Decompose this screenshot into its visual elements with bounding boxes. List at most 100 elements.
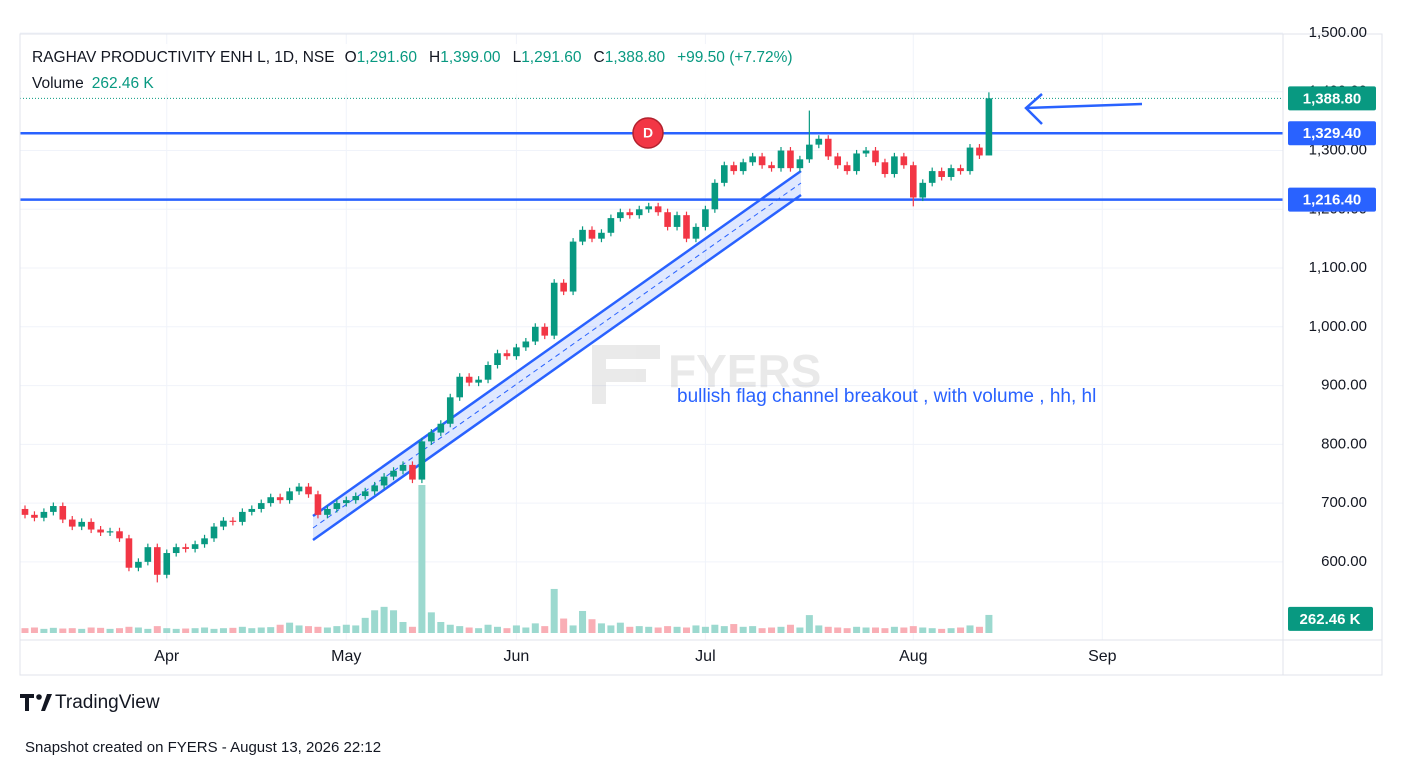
candle-body — [815, 138, 823, 145]
volume-bar — [68, 628, 76, 633]
candle-body — [295, 486, 303, 492]
candle-body — [919, 182, 927, 198]
volume-bar — [701, 626, 709, 633]
candle-body — [324, 508, 331, 515]
volume-bar — [361, 617, 369, 633]
volume-bar — [635, 626, 643, 633]
volume-bar — [427, 612, 435, 633]
volume-bar — [446, 624, 454, 633]
volume-bar — [673, 626, 681, 633]
volume-bar — [522, 627, 530, 633]
candle-body — [125, 538, 133, 568]
volume-bar — [692, 625, 700, 633]
volume-bar — [796, 627, 804, 633]
volume-bar — [872, 627, 879, 633]
candle-body — [465, 376, 473, 383]
volume-bar — [541, 626, 549, 633]
volume-bar — [87, 627, 95, 633]
x-tick-label: Aug — [899, 648, 927, 665]
candle-body — [172, 547, 180, 554]
candle-body — [910, 165, 917, 198]
ohlc-value: 1,399.00 — [440, 49, 501, 66]
candle-body — [418, 441, 426, 480]
volume-label: 262.46 K — [1300, 611, 1361, 628]
volume-bar — [550, 588, 558, 633]
y-tick-label: 1,300.00 — [1309, 141, 1367, 158]
candle-body — [163, 553, 171, 575]
volume-bar — [342, 624, 350, 633]
candle-body — [777, 150, 785, 169]
volume-bar — [805, 615, 813, 633]
candle-body — [144, 547, 152, 562]
candle-body — [824, 138, 832, 157]
volume-bar — [286, 622, 294, 633]
tv-logo-dot — [36, 694, 42, 700]
volume-bar — [928, 628, 936, 633]
candle-body — [768, 165, 775, 169]
candle-body — [796, 159, 804, 169]
candle-body — [881, 162, 889, 175]
candle-body — [68, 519, 76, 527]
candle-body — [437, 423, 445, 433]
volume-bar — [267, 627, 275, 633]
price-label: 1,388.80 — [1303, 90, 1361, 107]
candle-body — [154, 547, 161, 575]
candle-body — [116, 531, 123, 539]
channel-mid — [312, 182, 802, 529]
candle-body — [399, 464, 407, 471]
volume-bar — [512, 625, 520, 633]
volume-bar — [739, 626, 747, 633]
price-label-bg — [1288, 86, 1376, 111]
volume-bar — [219, 628, 227, 633]
volume-bar — [106, 628, 114, 633]
candle-body — [598, 232, 605, 239]
candle-body — [446, 397, 454, 424]
volume-bar — [730, 624, 738, 633]
tv-logo — [20, 694, 52, 711]
volume-bar — [323, 627, 331, 633]
candle-body — [617, 212, 624, 219]
event-circle — [632, 117, 664, 149]
footer-brand: TradingView — [55, 692, 160, 713]
volume-bar — [834, 627, 842, 633]
volume-bar — [664, 626, 672, 633]
candle-body — [588, 229, 596, 239]
volume-bar — [597, 623, 605, 633]
volume-bar — [456, 626, 464, 633]
volume-bar — [900, 627, 908, 633]
x-tick-label: Apr — [154, 648, 180, 665]
candle-body — [749, 156, 756, 163]
candle-body — [371, 485, 378, 492]
candle-body — [21, 508, 29, 515]
candle-body — [390, 470, 397, 477]
volume-label-bg — [1288, 606, 1373, 631]
x-tick-label: May — [331, 648, 361, 665]
event-label: D — [643, 125, 653, 141]
candle-body — [97, 529, 104, 533]
volume-bar — [144, 628, 152, 633]
candle-body — [966, 147, 974, 172]
channel-lower — [312, 193, 802, 542]
volume-bar — [153, 626, 161, 633]
volume-bar — [30, 627, 38, 633]
volume-bar — [333, 626, 341, 633]
candle-body — [428, 432, 435, 442]
candle-body — [135, 561, 142, 568]
candle-body — [210, 526, 218, 539]
ohlc-key: H — [429, 49, 440, 66]
volume-bar — [749, 626, 757, 633]
candle-body — [664, 212, 671, 227]
volume-bar — [172, 628, 180, 633]
arrow-shaft — [1025, 102, 1143, 110]
candles — [21, 92, 993, 583]
candle-body — [985, 98, 993, 156]
candle-body — [494, 353, 501, 365]
x-tick-label: Jun — [504, 648, 530, 665]
volume-bar — [305, 626, 312, 633]
volume-bar — [437, 621, 445, 633]
candle-body — [872, 150, 879, 163]
volume-bar — [210, 628, 218, 633]
volume-bar — [560, 618, 568, 633]
